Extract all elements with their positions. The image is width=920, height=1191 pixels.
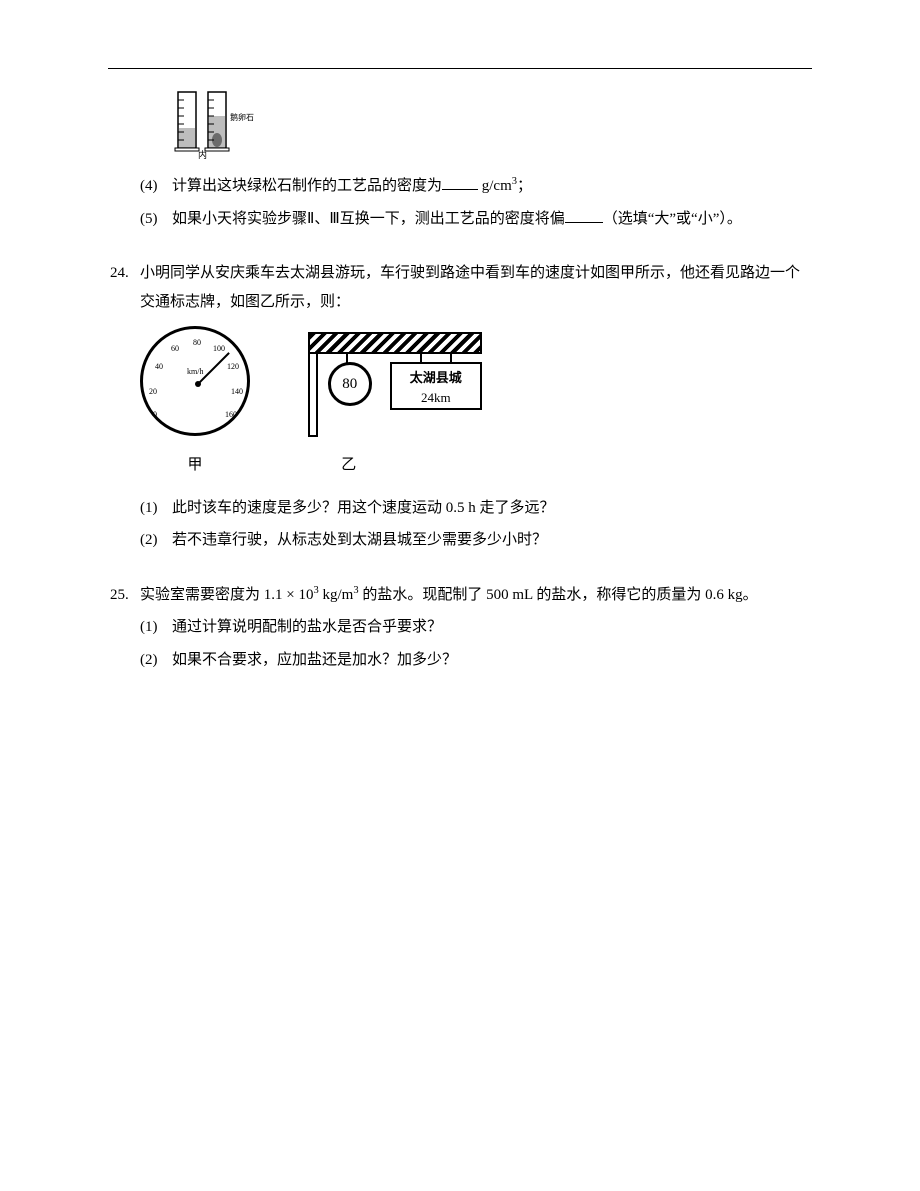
blank: [442, 175, 478, 190]
q23-sub4: (4) 计算出这块绿松石制作的工艺品的密度为 g/cm3；: [140, 172, 810, 201]
dest-line2: 24km: [392, 388, 480, 408]
problem-number: 24.: [110, 259, 140, 555]
sub-text: 此时该车的速度是多少？用这个速度运动 0.5 h 走了多远？: [172, 494, 810, 523]
sub-number: (2): [140, 526, 172, 555]
speedo-tick: 40: [155, 359, 163, 374]
speedo-tick: 120: [227, 359, 239, 374]
cylinder-right-label: 鹅卵石: [230, 112, 254, 122]
speedo-unit: km/h: [187, 364, 203, 379]
q24-sub1: (1) 此时该车的速度是多少？用这个速度运动 0.5 h 走了多远？: [140, 494, 810, 523]
figure-labels: 甲 乙: [140, 451, 810, 480]
sub-text: 如果不合要求，应加盐还是加水？加多少？: [172, 646, 810, 675]
q25: 25. 实验室需要密度为 1.1 × 103 kg/m3 的盐水。现配制了 50…: [110, 581, 810, 675]
sub-text: 计算出这块绿松石制作的工艺品的密度为 g/cm3；: [172, 172, 810, 201]
q23-sub5: (5) 如果小天将实验步骤Ⅱ、Ⅲ互换一下，测出工艺品的密度将偏 （选填“大”或“小…: [140, 205, 810, 234]
speedo-hub: [195, 381, 201, 387]
page-rule: [108, 68, 812, 69]
speedo-tick: 160: [225, 407, 237, 422]
q24-sub2: (2) 若不违章行驶，从标志处到太湖县城至少需要多少小时？: [140, 526, 810, 555]
tail: ；: [517, 178, 532, 194]
fig-label-left: 甲: [140, 451, 250, 480]
q25-sub1: (1) 通过计算说明配制的盐水是否合乎要求？: [140, 613, 810, 642]
sign-beam: [308, 332, 482, 354]
text-pre: 如果小天将实验步骤Ⅱ、Ⅲ互换一下，测出工艺品的密度将偏: [172, 211, 565, 227]
speedometer: km/h 0 20 40 60 80 100 120 140 160: [140, 326, 250, 436]
sub-number: (5): [140, 205, 172, 234]
stem: 实验室需要密度为 1.1 × 103 kg/m3 的盐水。现配制了 500 mL…: [140, 581, 810, 610]
speed-limit-value: 80: [342, 370, 357, 399]
sub-number: (1): [140, 494, 172, 523]
sub-number: (2): [140, 646, 172, 675]
blank: [565, 208, 603, 223]
fig-label-right: 乙: [284, 451, 414, 480]
problem-number: 25.: [110, 581, 140, 675]
q25-sub2: (2) 如果不合要求，应加盐还是加水？加多少？: [140, 646, 810, 675]
text-pre: 计算出这块绿松石制作的工艺品的密度为: [172, 178, 442, 194]
speedo-tick: 100: [213, 341, 225, 356]
q24: 24. 小明同学从安庆乘车去太湖县游玩，车行驶到路途中看到车的速度计如图甲所示，…: [110, 259, 810, 555]
speedo-dial: km/h 0 20 40 60 80 100 120 140 160: [140, 326, 250, 436]
page-content: 鹅卵石 内 (4) 计算出这块绿松石制作的工艺品的密度为 g/cm3； (5) …: [0, 0, 920, 674]
sub-text: 如果小天将实验步骤Ⅱ、Ⅲ互换一下，测出工艺品的密度将偏 （选填“大”或“小”）。: [172, 205, 810, 234]
speedo-tick: 60: [171, 341, 179, 356]
sub-text: 通过计算说明配制的盐水是否合乎要求？: [172, 613, 810, 642]
speed-limit-circle: 80: [328, 362, 372, 406]
sub-number: (4): [140, 172, 172, 201]
problem-body: 实验室需要密度为 1.1 × 103 kg/m3 的盐水。现配制了 500 mL…: [140, 581, 810, 675]
sub-text: 若不违章行驶，从标志处到太湖县城至少需要多少小时？: [172, 526, 810, 555]
problem-body: 小明同学从安庆乘车去太湖县游玩，车行驶到路途中看到车的速度计如图甲所示，他还看见…: [140, 259, 810, 555]
speedo-tick: 80: [193, 335, 201, 350]
destination-box: 太湖县城 24km: [390, 362, 482, 410]
road-sign: 80 太湖县城 24km: [272, 326, 492, 441]
speedo-tick: 140: [231, 384, 243, 399]
stem: 小明同学从安庆乘车去太湖县游玩，车行驶到路途中看到车的速度计如图甲所示，他还看见…: [140, 259, 810, 316]
speedo-tick: 20: [149, 384, 157, 399]
cylinders-svg: 鹅卵石 内: [170, 90, 280, 160]
dest-line1: 太湖县城: [392, 368, 480, 388]
cylinder-bottom-label: 内: [198, 149, 207, 160]
cylinder-figure: 鹅卵石 内: [170, 90, 810, 160]
tail: （选填“大”或“小”）。: [603, 211, 742, 227]
unit: g/cm3: [482, 178, 517, 194]
speedo-tick: 0: [153, 407, 157, 422]
sub-number: (1): [140, 613, 172, 642]
q24-figure: km/h 0 20 40 60 80 100 120 140 160: [140, 326, 810, 441]
